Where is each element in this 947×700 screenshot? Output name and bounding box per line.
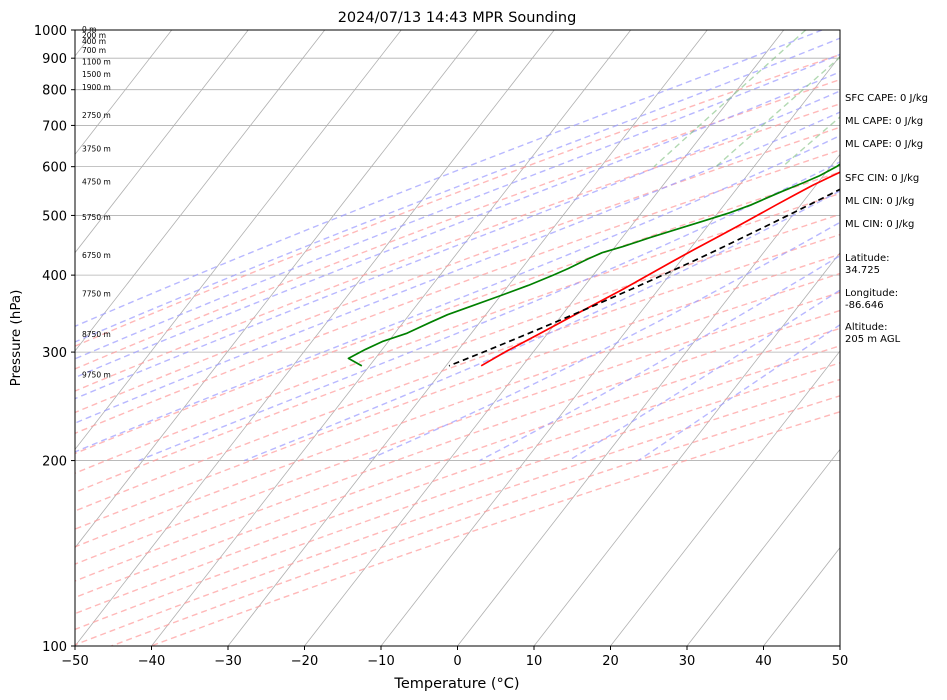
dry-adiabat-line [75, 345, 840, 615]
dry-adiabat-line [75, 213, 840, 494]
isotherm-line [380, 55, 840, 646]
moist-adiabat-line [365, 221, 840, 462]
longitude-text: Longitude: -86.646 [845, 288, 899, 311]
height-label: 1900 m [82, 83, 111, 92]
mixing-ratio-line [931, 30, 947, 167]
height-label: 0 m [82, 25, 96, 34]
moist-adiabat-line [75, 53, 840, 360]
moist-adiabat-line [75, 90, 840, 400]
altitude-text: Altitude: 205 m AGL [845, 322, 901, 345]
y-tick-label: 900 [42, 52, 67, 67]
plot-frame [74, 29, 841, 647]
y-axis-label: Pressure (hPa) [8, 290, 24, 387]
dry-adiabat-line [75, 291, 840, 565]
x-tick-label: 50 [832, 654, 849, 669]
height-label: 6750 m [82, 251, 111, 260]
y-tick-label: 800 [42, 84, 67, 99]
dry-adiabat-line [75, 53, 840, 347]
sfc-cape-text: SFC CAPE: 0 J/kg [845, 93, 928, 104]
ml-cin-text-1: ML CIN: 0 J/kg [845, 196, 915, 207]
axes: −50 −40 −30 −20 −10 0 10 20 30 40 50 100 200 300 400 50… [34, 24, 848, 669]
sounding-series [347, 163, 840, 367]
ml-cape-text-1: ML CAPE: 0 J/kg [845, 116, 924, 127]
isotherm-line [75, 30, 479, 549]
dry-adiabat-line [75, 103, 840, 392]
dry-adiabat-line [75, 192, 840, 474]
height-label: 2750 m [82, 111, 111, 120]
x-tick-label: 0 [453, 654, 461, 669]
sfc-cin-text: SFC CIN: 0 J/kg [845, 173, 920, 184]
dry-adiabat-line [75, 233, 840, 512]
y-tick-label: 700 [42, 119, 67, 134]
height-label: 7750 m [82, 290, 111, 299]
skewt-background-lines [75, 30, 947, 646]
x-tick-label: −30 [214, 654, 241, 669]
dry-adiabat-line [150, 411, 840, 646]
x-tick-label: 20 [602, 654, 619, 669]
isotherm-line [533, 252, 840, 646]
moist-adiabat-line [75, 134, 840, 453]
temperature-profile-line [480, 171, 840, 367]
height-label: 4750 m [82, 178, 111, 187]
dry-adiabat-line [75, 327, 840, 599]
latitude-text: Latitude: 34.725 [845, 253, 890, 276]
dry-adiabat-line [75, 126, 840, 414]
isotherm-line [304, 30, 785, 646]
y-tick-label: 600 [42, 161, 67, 176]
dry-adiabat-line [75, 171, 840, 455]
isotherm-line [610, 350, 840, 646]
y-tick-label: 400 [42, 269, 67, 284]
x-tick-label: −10 [367, 654, 394, 669]
x-tick-label: 40 [755, 654, 772, 669]
dewpoint-profile-line [347, 163, 840, 367]
dry-adiabat-line [75, 253, 840, 530]
isotherm-line [75, 30, 249, 254]
height-label: 200 m [82, 31, 106, 40]
y-tick-label: 300 [42, 346, 67, 361]
y-tick-label: 1000 [34, 24, 67, 39]
moist-adiabat-line [243, 190, 840, 462]
x-tick-label: 10 [526, 654, 543, 669]
dry-adiabat-line [75, 378, 840, 646]
moist-adiabat-line [479, 254, 840, 462]
mixing-ratio-line [653, 30, 807, 168]
moist-adiabat-line [75, 111, 840, 424]
isotherm-line [75, 30, 173, 156]
moist-adiabat-line [568, 289, 840, 462]
height-label: 1500 m [82, 70, 111, 79]
y-tick-label: 100 [42, 640, 67, 655]
ml-cape-text-2: ML CAPE: 0 J/kg [845, 139, 924, 150]
height-label: 400 m [82, 37, 106, 46]
dry-adiabat-line [75, 149, 840, 435]
isotherm-line [686, 448, 840, 646]
dry-adiabat-line [75, 362, 840, 631]
height-label: 5750 m [82, 213, 111, 222]
isotherm-line [457, 153, 840, 646]
chart-title: 2024/07/13 14:43 MPR Sounding [338, 10, 577, 26]
height-label: 700 m [82, 46, 106, 55]
ml-cin-text-2: ML CIN: 0 J/kg [845, 219, 915, 230]
height-label: 1100 m [82, 58, 111, 67]
height-label: 3750 m [82, 144, 111, 153]
isotherm-line [75, 30, 402, 450]
x-tick-label: −20 [291, 654, 318, 669]
dry-adiabat-line [75, 272, 840, 548]
height-label: 9750 m [82, 370, 111, 379]
height-label: 8750 m [82, 330, 111, 339]
dry-adiabat-line [75, 309, 840, 582]
moist-adiabat-line [75, 37, 840, 343]
dry-adiabat-line [75, 78, 840, 370]
mixing-ratio-line [715, 56, 840, 168]
x-axis-label: Temperature (°C) [393, 676, 519, 692]
moist-adiabat-line [75, 30, 823, 328]
y-tick-label: 200 [42, 455, 67, 470]
x-tick-label: −50 [61, 654, 88, 669]
x-tick-label: −40 [138, 654, 165, 669]
moist-adiabat-line [138, 161, 840, 462]
x-tick-label: 30 [679, 654, 696, 669]
isotherm-line [227, 30, 708, 646]
y-tick-label: 500 [42, 209, 67, 224]
